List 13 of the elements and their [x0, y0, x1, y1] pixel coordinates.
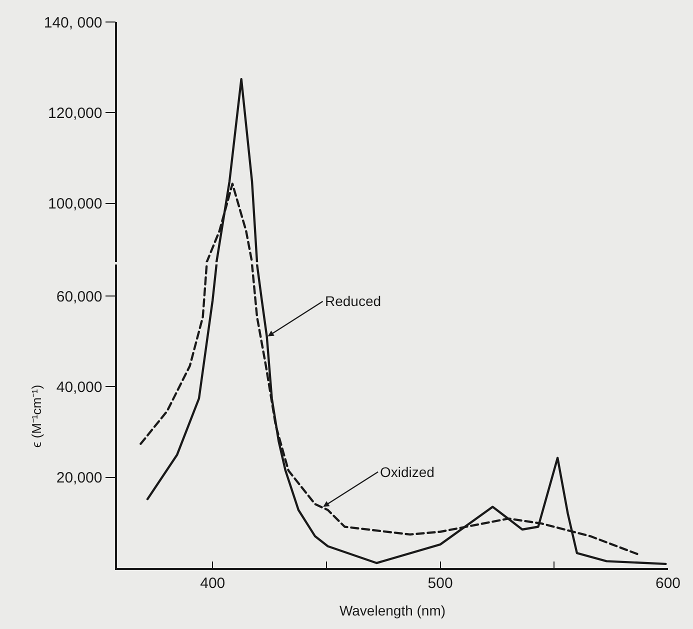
- annotation: Oxidized: [380, 464, 434, 480]
- y-tick-label: 120,000: [48, 104, 102, 122]
- annotation: Reduced: [325, 293, 382, 309]
- y-tick-label: 40,000: [56, 378, 102, 396]
- y-tick-label: 100,000: [48, 196, 102, 213]
- y-tick-label: 20,000: [56, 470, 102, 487]
- y-tick-label: 60,000: [56, 288, 102, 306]
- x-tick-label: 500: [428, 574, 453, 592]
- y-axis-title: ϵ (M⁻¹cm⁻¹): [28, 384, 44, 448]
- x-axis-title: Wavelength (nm): [339, 602, 446, 619]
- x-tick-label: 400: [200, 574, 226, 592]
- x-tick-label: 600: [655, 574, 681, 592]
- y-tick-label: 140, 000: [44, 14, 102, 32]
